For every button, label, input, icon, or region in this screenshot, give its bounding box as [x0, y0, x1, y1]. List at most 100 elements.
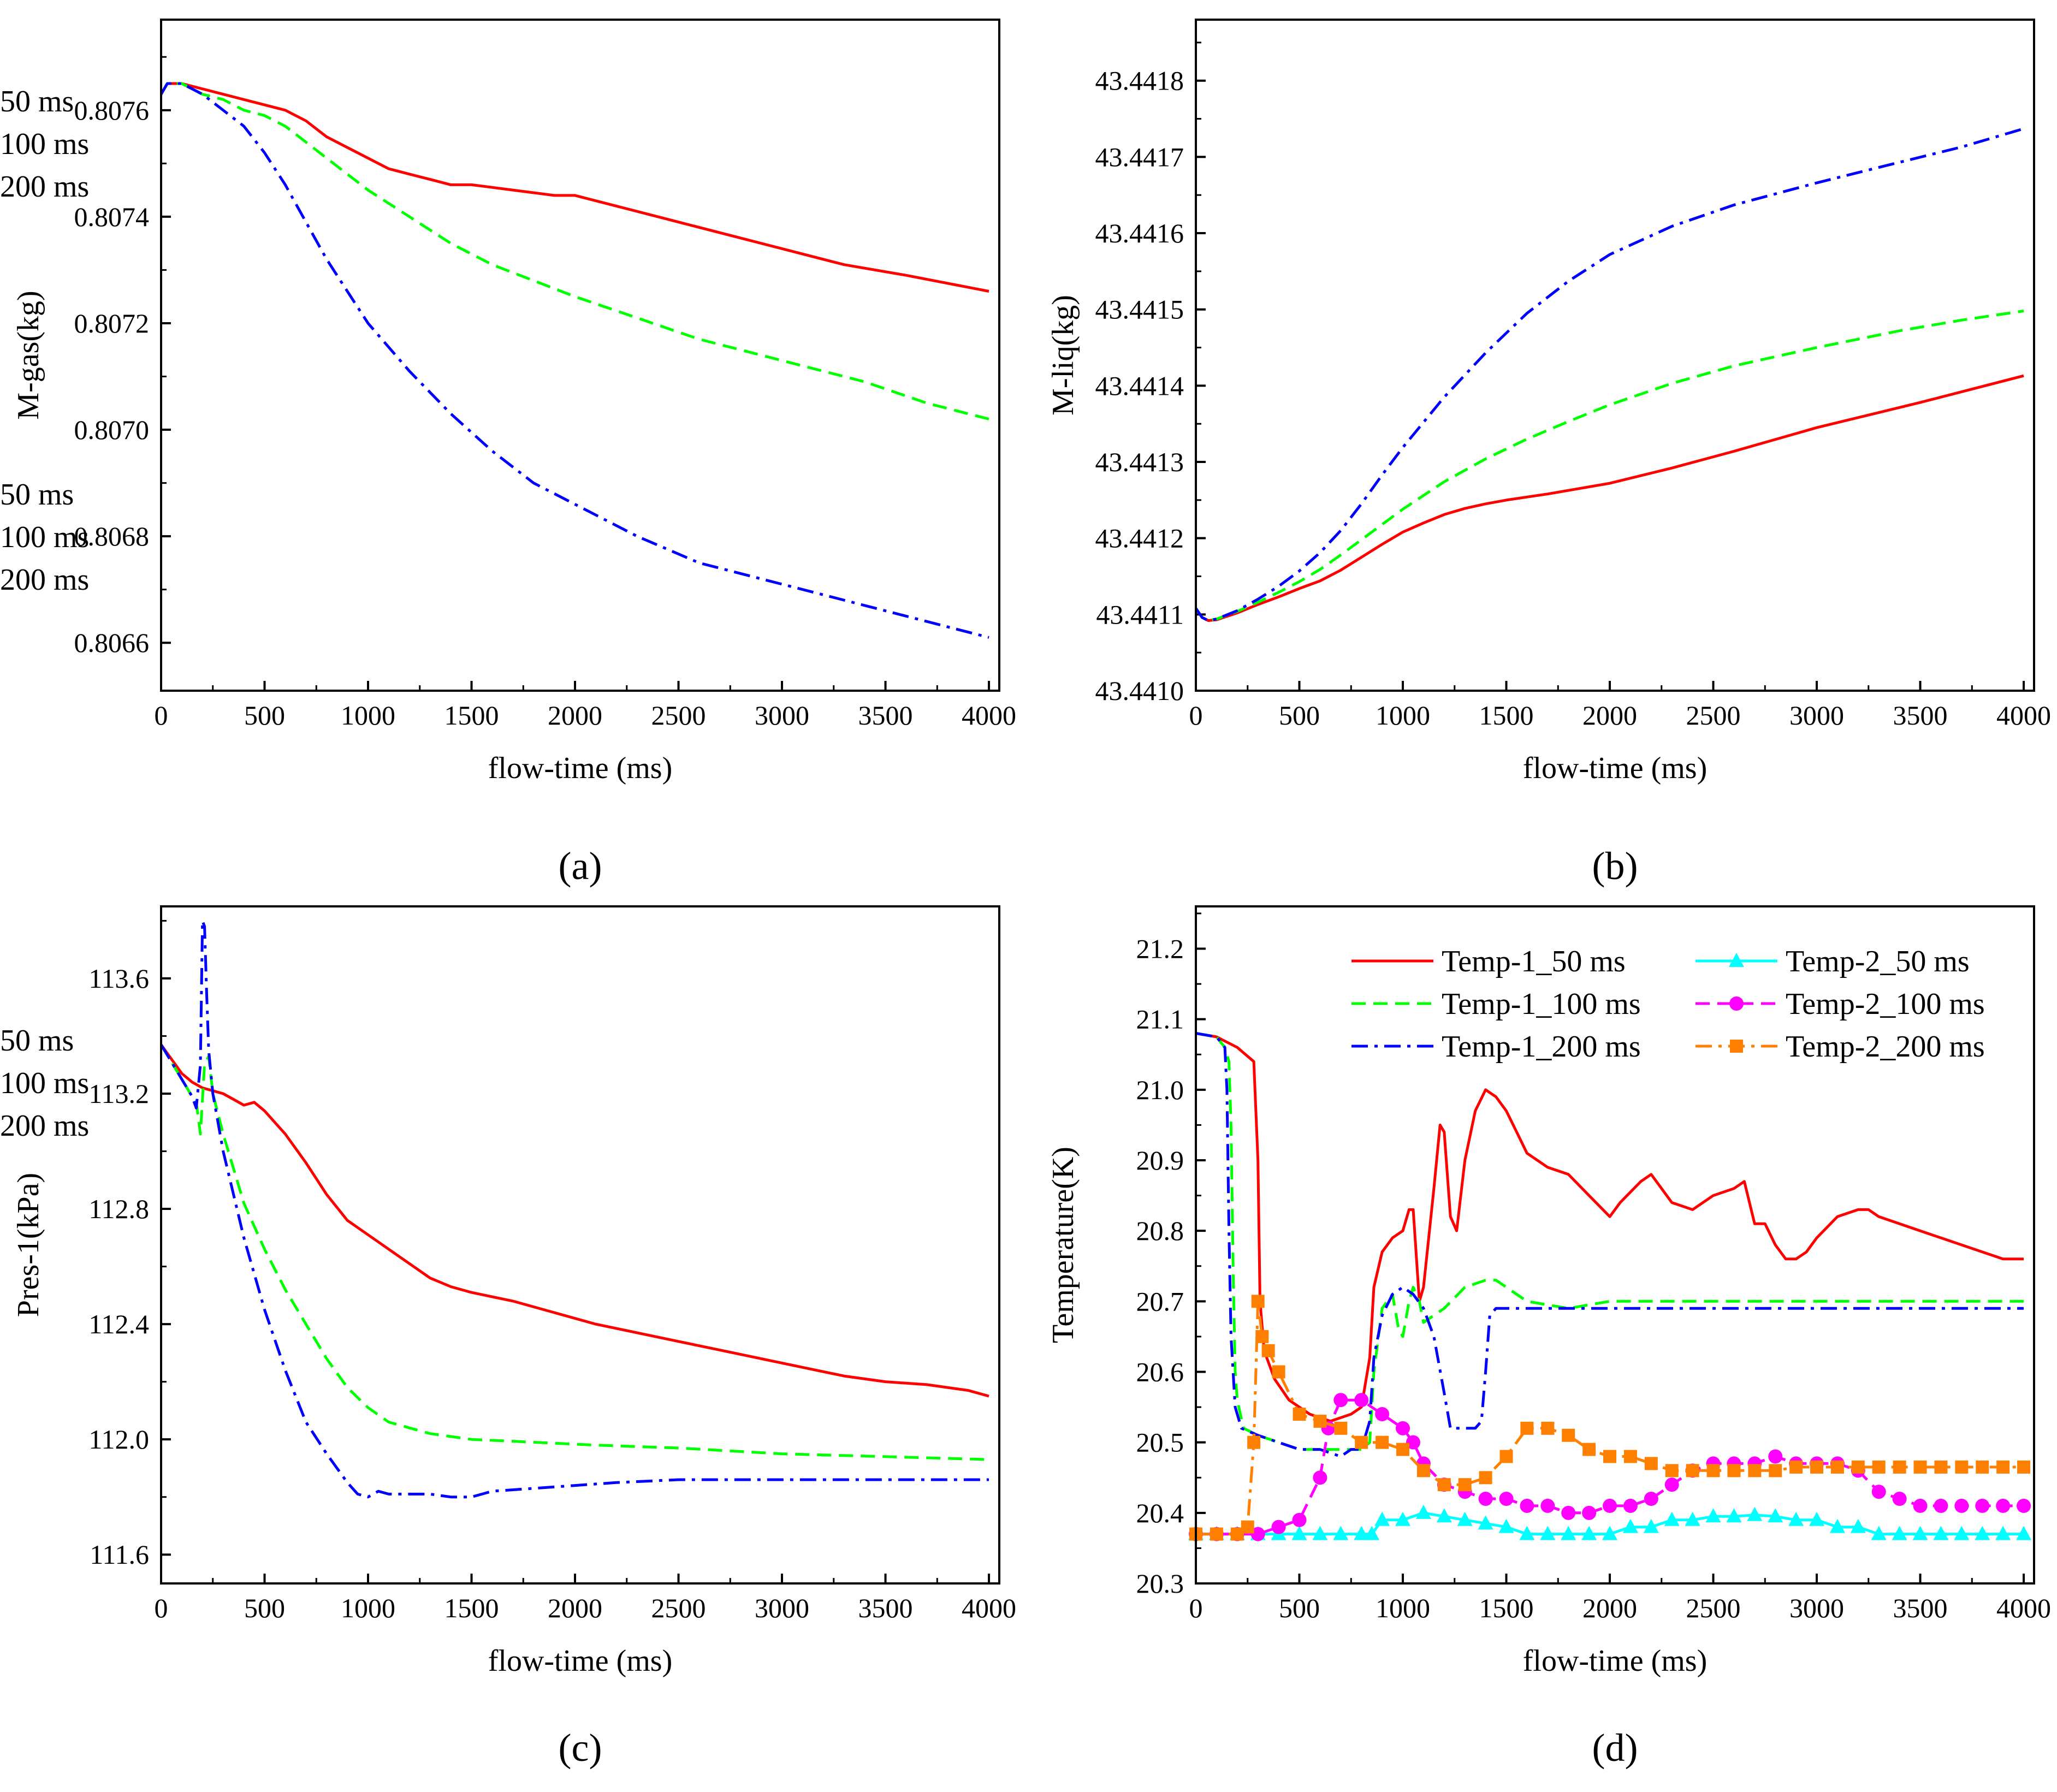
- data-point: [1810, 1460, 1824, 1474]
- data-point: [1664, 1477, 1679, 1492]
- data-point: [1913, 1460, 1927, 1474]
- data-point: [1247, 1435, 1261, 1449]
- legend-label: Temp-2_50 ms: [1786, 945, 1970, 978]
- y-tick-label: 0.8072: [74, 308, 150, 339]
- y-tick-label: 20.5: [1136, 1427, 1184, 1458]
- data-point: [1892, 1492, 1907, 1506]
- y-tick-label: 111.6: [90, 1539, 149, 1570]
- y-tick-label: 20.8: [1136, 1215, 1184, 1246]
- x-tick-label: 3000: [1789, 700, 1844, 731]
- data-point: [1292, 1512, 1307, 1527]
- x-tick-label: 4000: [1996, 700, 2051, 731]
- legend-label: Temp-2_100 ms: [1786, 987, 1985, 1021]
- data-point: [1603, 1450, 1617, 1463]
- x-tick-label: 500: [1279, 1593, 1320, 1623]
- x-axis-title: flow-time (ms): [488, 751, 672, 785]
- panel-caption: (c): [559, 1726, 602, 1770]
- legend-label: 100 ms: [0, 127, 89, 161]
- data-point: [1871, 1526, 1887, 1540]
- data-point: [1830, 1460, 1844, 1474]
- legend-label: 200 ms: [0, 563, 89, 597]
- series-line-100-ms: [161, 1044, 989, 1461]
- series-line-200-ms: [161, 919, 989, 1499]
- legend-marker: [1729, 953, 1744, 967]
- data-point: [1665, 1464, 1679, 1477]
- data-point: [1623, 1498, 1638, 1513]
- data-point: [1582, 1443, 1596, 1456]
- y-tick-label: 0.8066: [74, 627, 150, 658]
- plot-frame: [160, 905, 1000, 1585]
- data-point: [1955, 1460, 1969, 1474]
- data-point: [1934, 1460, 1948, 1474]
- data-point: [1333, 1393, 1348, 1408]
- x-tick-label: 3500: [858, 1593, 913, 1623]
- y-tick-label: 0.8076: [74, 95, 150, 126]
- legend-label: Temp-1_50 ms: [1442, 945, 1626, 978]
- data-point: [1872, 1460, 1886, 1474]
- y-tick-label: 21.1: [1136, 1004, 1184, 1035]
- x-tick-label: 2000: [1582, 1593, 1637, 1623]
- data-point: [1520, 1498, 1534, 1513]
- panel-a: 0 500 1000 1500 2000 2500 3000 3500 4000 0.8066 0.…: [0, 19, 1016, 888]
- x-tick-label: 2500: [1686, 1593, 1741, 1623]
- data-point: [1934, 1498, 1948, 1513]
- data-point: [1603, 1498, 1617, 1513]
- data-point: [2017, 1498, 2031, 1513]
- data-point: [1851, 1460, 1865, 1474]
- data-point: [1376, 1435, 1389, 1449]
- x-tick-label: 2500: [1686, 700, 1741, 731]
- y-tick-label: 20.7: [1136, 1286, 1184, 1316]
- data-point: [1706, 1464, 1720, 1477]
- data-point: [1261, 1344, 1275, 1357]
- data-point: [2016, 1526, 2032, 1540]
- data-point: [1374, 1511, 1390, 1526]
- data-point: [1499, 1450, 1513, 1463]
- data-point: [1355, 1435, 1368, 1449]
- data-point: [1313, 1470, 1327, 1485]
- y-tick-label: 43.4413: [1095, 447, 1184, 477]
- data-point: [1395, 1511, 1411, 1526]
- data-point: [1769, 1464, 1782, 1477]
- data-point: [1396, 1421, 1410, 1435]
- x-tick-label: 2500: [651, 700, 706, 731]
- data-point: [1954, 1526, 1970, 1540]
- y-tick-label: 112.8: [88, 1194, 149, 1224]
- legend-marker: [1730, 1040, 1743, 1053]
- data-point: [1976, 1460, 1989, 1474]
- x-tick-label: 2000: [548, 1593, 602, 1623]
- series-line-200-ms: [1196, 127, 2024, 622]
- data-point: [1520, 1421, 1534, 1435]
- y-axis-title: Temperature(K): [1046, 1147, 1080, 1343]
- data-point: [1975, 1526, 1990, 1540]
- y-tick-label: 0.8070: [74, 414, 150, 445]
- x-tick-label: 1000: [341, 700, 395, 731]
- series-line-temp-1-100-ms: [1196, 1032, 2024, 1451]
- x-tick-label: 0: [1189, 1593, 1203, 1623]
- y-tick-label: 43.4415: [1095, 294, 1184, 325]
- data-point: [1540, 1498, 1555, 1513]
- data-point: [1375, 1407, 1390, 1421]
- series-line-50-ms: [161, 1043, 989, 1398]
- y-axis-title: M-liq(kg): [1046, 295, 1080, 416]
- data-point: [1255, 1330, 1269, 1343]
- panel-caption: (d): [1592, 1726, 1638, 1770]
- series-line-temp-1-200-ms: [1196, 1032, 2024, 1458]
- data-point: [1996, 1498, 2011, 1513]
- plot-frame: [1195, 905, 2035, 1585]
- data-point: [1478, 1492, 1493, 1506]
- x-tick-label: 4000: [962, 1593, 1016, 1623]
- data-point: [2017, 1460, 2031, 1474]
- data-point: [1623, 1450, 1637, 1463]
- legend-label: 200 ms: [0, 170, 89, 204]
- data-point: [1705, 1508, 1721, 1523]
- data-point: [1540, 1526, 1556, 1540]
- data-point: [1871, 1485, 1886, 1499]
- data-point: [1210, 1527, 1223, 1541]
- x-tick-label: 1000: [341, 1593, 395, 1623]
- x-tick-label: 4000: [962, 700, 1016, 731]
- series-line-50-ms: [161, 82, 989, 293]
- data-point: [1644, 1457, 1658, 1470]
- x-tick-label: 3000: [1789, 1593, 1844, 1623]
- x-axis-title: flow-time (ms): [488, 1644, 672, 1678]
